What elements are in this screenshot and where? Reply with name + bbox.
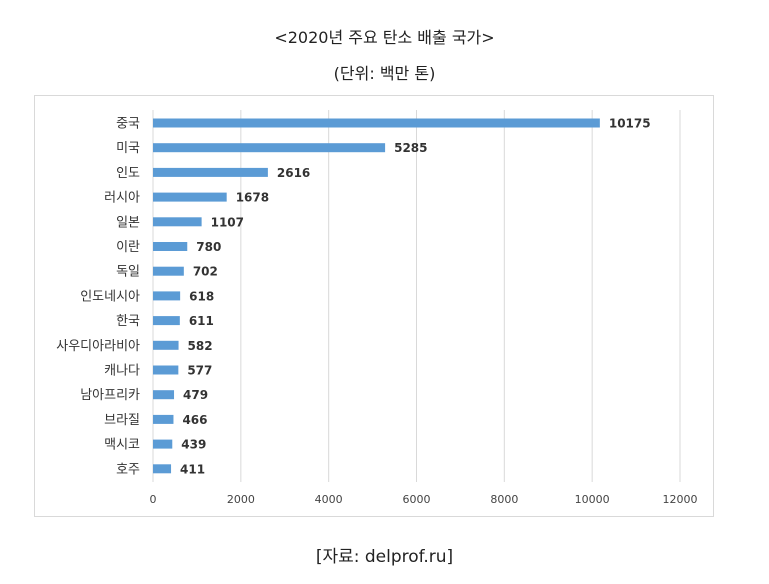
value-label: 411 (180, 462, 205, 476)
category-label: 일본 (116, 215, 140, 230)
value-label: 577 (187, 364, 212, 378)
bar (153, 242, 188, 251)
category-label: 중국 (116, 117, 140, 132)
x-tick-label: 0 (150, 493, 157, 506)
category-label: 인도 (116, 166, 140, 181)
category-label: 캐나다 (104, 364, 140, 379)
bar (153, 217, 202, 227)
category-label: 사우디아라비아 (56, 339, 140, 354)
x-tick-label: 2000 (227, 493, 255, 506)
value-label: 466 (182, 413, 207, 427)
value-label: 611 (189, 314, 214, 328)
chart-area (34, 95, 714, 517)
x-tick-label: 4000 (315, 493, 343, 506)
chart-subtitle: (단위: 백만 톤) (333, 64, 436, 83)
x-tick-label: 10000 (575, 493, 610, 506)
bar (153, 414, 174, 424)
value-label: 780 (196, 240, 221, 254)
bar (153, 340, 179, 350)
x-tick-label: 12000 (663, 493, 698, 506)
x-tick-label: 8000 (490, 493, 518, 506)
category-label: 호주 (116, 462, 140, 477)
value-label: 618 (189, 289, 214, 303)
category-label: 러시아 (104, 191, 140, 206)
value-label: 702 (193, 265, 218, 279)
value-label: 1107 (211, 215, 244, 229)
category-label: 이란 (116, 240, 140, 255)
value-label: 439 (181, 438, 206, 452)
bar (153, 266, 184, 276)
value-label: 582 (188, 339, 213, 353)
category-label: 브라질 (104, 413, 140, 428)
bar (153, 365, 179, 375)
bar (153, 291, 181, 301)
category-label: 맥시코 (104, 438, 140, 453)
value-label: 5285 (394, 141, 427, 155)
x-tick-label: 6000 (403, 493, 431, 506)
chart-title: <2020년 주요 탄소 배출 국가> (274, 28, 495, 47)
bar (153, 316, 180, 326)
category-label: 독일 (116, 265, 140, 280)
bar (153, 143, 386, 153)
category-label: 인도네시아 (80, 289, 140, 304)
bar (153, 439, 173, 449)
value-label: 479 (183, 388, 208, 402)
bar (153, 167, 268, 177)
value-label: 1678 (236, 191, 269, 205)
category-label: 한국 (116, 314, 140, 329)
bar (153, 464, 172, 474)
source-note: [자료: delprof.ru] (315, 547, 454, 567)
value-label: 2616 (277, 166, 310, 180)
value-label: 10175 (609, 117, 651, 131)
category-label: 미국 (116, 141, 140, 156)
bar (153, 118, 600, 128)
bar (153, 192, 227, 202)
bar (153, 390, 175, 400)
category-label: 남아프리카 (80, 388, 140, 403)
